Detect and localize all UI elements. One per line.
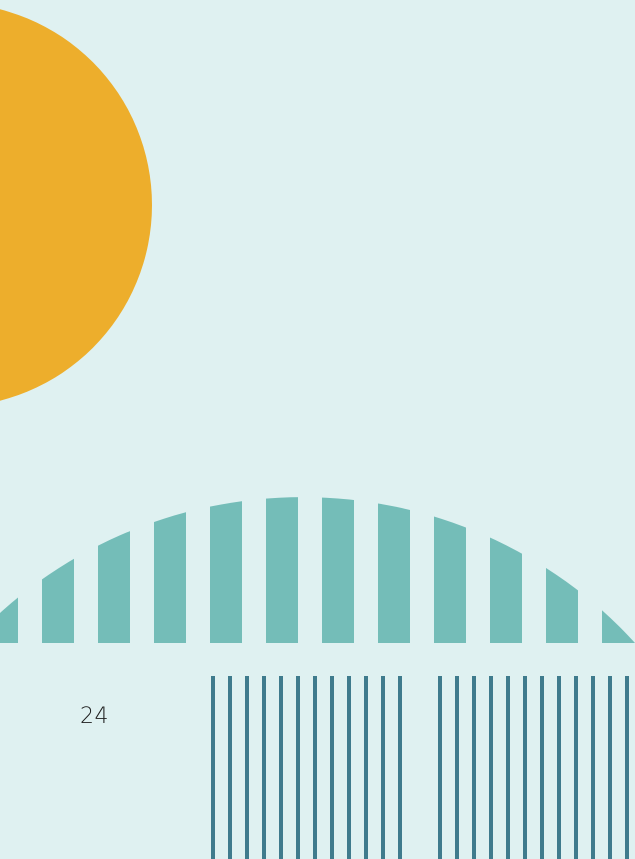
- barcode-line: [438, 676, 442, 859]
- arch-stripe: [378, 497, 410, 643]
- arch-stripe: [434, 497, 466, 643]
- barcode-line: [347, 676, 351, 859]
- barcode-line: [313, 676, 317, 859]
- barcode-line: [472, 676, 476, 859]
- barcode-line: [506, 676, 510, 859]
- barcode-line: [489, 676, 493, 859]
- barcode-line: [245, 676, 249, 859]
- barcode-line: [398, 676, 402, 859]
- arch-stripe: [154, 497, 186, 643]
- barcode-line: [574, 676, 578, 859]
- barcode-line: [296, 676, 300, 859]
- barcode-line: [608, 676, 612, 859]
- barcode-line: [330, 676, 334, 859]
- barcode-line: [591, 676, 595, 859]
- barcode-line: [262, 676, 266, 859]
- barcode-group-left: [211, 676, 402, 859]
- barcode-line: [625, 676, 629, 859]
- barcode-line: [557, 676, 561, 859]
- barcode-line: [523, 676, 527, 859]
- arch-stripe: [602, 497, 635, 643]
- striped-arch: [0, 497, 635, 643]
- barcode-line: [455, 676, 459, 859]
- page-number: 24: [80, 704, 109, 729]
- arch-stripe: [546, 497, 578, 643]
- arch-stripe: [266, 497, 298, 643]
- barcode-line: [540, 676, 544, 859]
- barcode-line: [279, 676, 283, 859]
- barcode-group-right: [438, 676, 629, 859]
- arch-stripe: [210, 497, 242, 643]
- barcode-line: [228, 676, 232, 859]
- barcode-line: [211, 676, 215, 859]
- barcode-line: [364, 676, 368, 859]
- arch-stripe: [322, 497, 354, 643]
- sun-circle: [0, 9, 152, 401]
- barcode-line: [381, 676, 385, 859]
- arch-stripe: [490, 497, 522, 643]
